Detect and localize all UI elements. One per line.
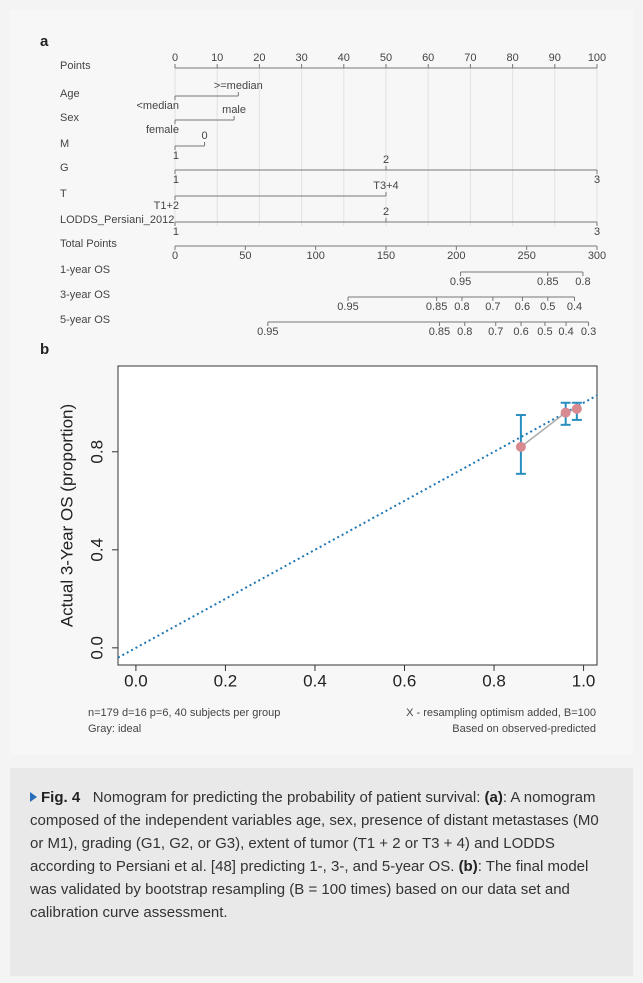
tick-label: 0.8 xyxy=(454,301,469,313)
row-label: Points xyxy=(60,60,91,72)
point xyxy=(515,441,526,452)
caption-label: Fig. 4 xyxy=(41,789,81,806)
tick-label: 1 xyxy=(173,174,179,186)
tick-label: 0 xyxy=(201,130,207,142)
row-label: Sex xyxy=(60,112,79,124)
panel-label: a xyxy=(40,33,49,50)
tick-label: 0.6 xyxy=(513,326,528,338)
row-label: 1-year OS xyxy=(60,264,110,276)
tick-label: 2 xyxy=(383,206,389,218)
caption-tag: (a) xyxy=(484,789,503,806)
tick-label: 0.85 xyxy=(429,326,450,338)
tick-label: 30 xyxy=(295,52,307,64)
tick-label: 1 xyxy=(173,150,179,162)
tick-label: 40 xyxy=(338,52,350,64)
x-tick-label: 0.0 xyxy=(124,671,148,690)
tick-label: 90 xyxy=(549,52,561,64)
row-label: M xyxy=(60,138,69,150)
ideal-line xyxy=(117,394,598,659)
tick-label: 3 xyxy=(594,174,600,186)
plot-area xyxy=(117,365,598,666)
tick-label: 150 xyxy=(377,250,395,262)
tick-label: 0.95 xyxy=(450,276,471,288)
tick-label: 100 xyxy=(588,52,606,64)
tick-label: female xyxy=(146,124,179,136)
tick-label: 0.8 xyxy=(457,326,472,338)
panel-label: b xyxy=(40,341,49,358)
row-label: 5-year OS xyxy=(60,314,110,326)
y-axis-label: Actual 3-Year OS (proportion) xyxy=(57,404,76,627)
row-label: Age xyxy=(60,88,80,100)
tick-label: 3 xyxy=(594,226,600,238)
tick-label: 0 xyxy=(172,52,178,64)
tick-label: male xyxy=(222,104,246,116)
y-tick-label: 0.0 xyxy=(87,636,106,660)
tick-label: 0.95 xyxy=(337,301,358,313)
tick-label: 0.4 xyxy=(567,301,582,313)
x-tick-label: 0.4 xyxy=(303,671,327,690)
row-label: T xyxy=(60,188,67,200)
note: n=179 d=16 p=6, 40 subjects per group xyxy=(88,707,280,719)
row-label: 3-year OS xyxy=(60,289,110,301)
caption-text: : The final model was validated by boots… xyxy=(30,858,589,921)
tick-label: 70 xyxy=(464,52,476,64)
tick-label: 50 xyxy=(239,250,251,262)
tick-label: 200 xyxy=(447,250,465,262)
note: Based on observed-predicted xyxy=(452,723,596,735)
tick-label: 2 xyxy=(383,154,389,166)
row-label: Total Points xyxy=(60,238,117,250)
tick-label: 0.8 xyxy=(575,276,590,288)
tick-label: 0.6 xyxy=(515,301,530,313)
caption-intro: Nomogram for predicting the probability … xyxy=(92,789,481,806)
tick-label: 0.7 xyxy=(485,301,500,313)
tick-label: >=median xyxy=(214,80,263,92)
tick-label: 250 xyxy=(517,250,535,262)
tick-label: 300 xyxy=(588,250,606,262)
tick-label: 0.5 xyxy=(540,301,555,313)
tick-label: <median xyxy=(136,100,179,112)
row-label: LODDS_Persiani_2012 xyxy=(60,214,174,226)
tick-label: 10 xyxy=(211,52,223,64)
tick-label: 80 xyxy=(506,52,518,64)
tick-label: 0.3 xyxy=(581,326,596,338)
x-tick-label: 0.2 xyxy=(214,671,238,690)
tick-label: 0 xyxy=(172,250,178,262)
tick-label: 100 xyxy=(306,250,324,262)
caption-text: : A nomogram composed of the independent… xyxy=(30,789,599,875)
tick-label: 1 xyxy=(173,226,179,238)
tick-label: 0.95 xyxy=(257,326,278,338)
tick-label: 0.85 xyxy=(426,301,447,313)
tick-label: 0.7 xyxy=(488,326,503,338)
point xyxy=(571,403,582,414)
tick-label: 0.85 xyxy=(537,276,558,288)
caption: Fig. 4 Nomogram for predicting the proba… xyxy=(10,768,633,976)
row-label: G xyxy=(60,162,69,174)
y-tick-label: 0.8 xyxy=(87,440,106,464)
tick-label: T1+2 xyxy=(154,200,179,212)
tick-label: 20 xyxy=(253,52,265,64)
x-tick-label: 0.6 xyxy=(393,671,417,690)
caption-marker xyxy=(30,792,37,802)
point xyxy=(560,407,571,418)
tick-label: T3+4 xyxy=(373,180,398,192)
y-tick-label: 0.4 xyxy=(87,538,106,562)
x-tick-label: 0.8 xyxy=(482,671,506,690)
tick-label: 50 xyxy=(380,52,392,64)
note: X - resampling optimism added, B=100 xyxy=(406,707,596,719)
x-tick-label: 1.0 xyxy=(572,671,596,690)
tick-label: 0.4 xyxy=(558,326,573,338)
note: Gray: ideal xyxy=(88,723,141,735)
tick-label: 0.5 xyxy=(537,326,552,338)
tick-label: 60 xyxy=(422,52,434,64)
caption-tag: (b) xyxy=(458,858,478,875)
